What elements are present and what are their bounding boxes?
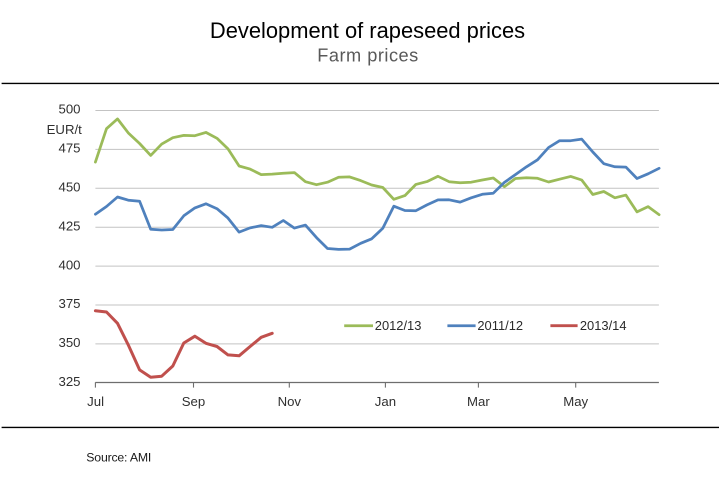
svg-text:475: 475 xyxy=(58,141,80,156)
svg-text:EUR/t: EUR/t xyxy=(47,122,83,137)
svg-text:Jul: Jul xyxy=(87,394,104,409)
svg-text:Jan: Jan xyxy=(375,394,396,409)
svg-text:2013/14: 2013/14 xyxy=(580,318,627,333)
svg-text:Mar: Mar xyxy=(467,394,490,409)
svg-text:Nov: Nov xyxy=(278,394,302,409)
svg-text:2011/12: 2011/12 xyxy=(477,318,523,333)
svg-text:500: 500 xyxy=(58,102,80,117)
svg-text:Sep: Sep xyxy=(182,394,205,409)
svg-text:May: May xyxy=(563,394,588,409)
svg-text:325: 325 xyxy=(58,374,80,389)
svg-text:375: 375 xyxy=(58,296,80,311)
svg-text:425: 425 xyxy=(58,218,80,233)
svg-text:400: 400 xyxy=(58,257,80,272)
svg-text:Source: AMI: Source: AMI xyxy=(86,451,151,465)
svg-text:2012/13: 2012/13 xyxy=(375,318,422,333)
svg-text:Development of rapeseed prices: Development of rapeseed prices xyxy=(210,18,525,43)
svg-text:450: 450 xyxy=(58,180,80,195)
svg-text:Farm prices: Farm prices xyxy=(317,46,419,66)
svg-text:350: 350 xyxy=(58,335,80,350)
